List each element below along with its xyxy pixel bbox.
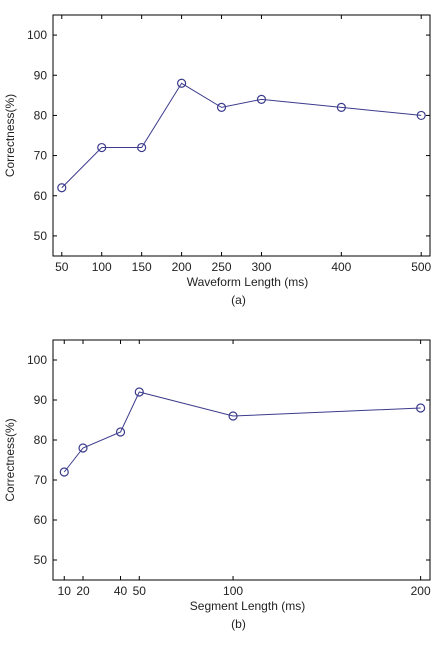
data-point: [228, 411, 238, 421]
data-point: [115, 427, 126, 437]
x-tick-label: 20: [76, 584, 90, 598]
x-tick-label: 250: [212, 260, 232, 274]
data-point: [416, 110, 426, 121]
y-tick-label: 100: [27, 353, 47, 367]
y-tick-label: 60: [34, 189, 48, 203]
series-line: [61, 82, 422, 189]
x-tick-label: 200: [411, 584, 431, 598]
data-point: [216, 102, 227, 112]
y-tick-label: 60: [34, 513, 48, 527]
data-point: [97, 142, 107, 153]
x-tick-label: 100: [223, 584, 243, 598]
y-tick-label: 100: [27, 28, 47, 42]
x-tick-label: 500: [411, 260, 431, 274]
y-tick-label: 50: [34, 229, 48, 243]
x-tick-label: 50: [55, 260, 69, 274]
y-tick-label: 90: [34, 393, 48, 407]
x-tick-label: 100: [92, 260, 112, 274]
caption: (a): [231, 293, 246, 307]
x-tick-label: 200: [172, 260, 192, 274]
x-axis-label: Segment Length (ms): [190, 599, 305, 613]
y-tick-label: 70: [34, 149, 48, 163]
data-point: [78, 443, 88, 453]
caption: (b): [231, 617, 246, 631]
x-axis-label: Waveform Length (ms): [187, 275, 309, 289]
series-line: [63, 391, 421, 473]
y-axis-label: Correctness(%): [3, 418, 17, 501]
y-axis-label: Correctness(%): [3, 94, 17, 177]
data-point: [137, 142, 147, 153]
data-point: [59, 467, 69, 477]
y-tick-label: 80: [34, 433, 48, 447]
x-tick-label: 300: [251, 260, 271, 274]
data-point: [416, 403, 426, 413]
data-point: [336, 102, 346, 112]
x-tick-label: 10: [58, 584, 72, 598]
y-tick-label: 80: [34, 108, 48, 122]
y-tick-label: 50: [34, 553, 48, 567]
data-point: [176, 78, 187, 88]
plot-area: [52, 14, 431, 257]
data-point: [256, 94, 267, 104]
x-tick-label: 400: [331, 260, 351, 274]
data-point: [134, 387, 144, 397]
x-tick-label: 50: [133, 584, 147, 598]
y-tick-label: 90: [34, 68, 48, 82]
x-tick-label: 40: [114, 584, 128, 598]
plot-area: [52, 339, 431, 581]
x-tick-label: 150: [132, 260, 152, 274]
data-point: [57, 183, 67, 193]
y-tick-label: 70: [34, 473, 48, 487]
